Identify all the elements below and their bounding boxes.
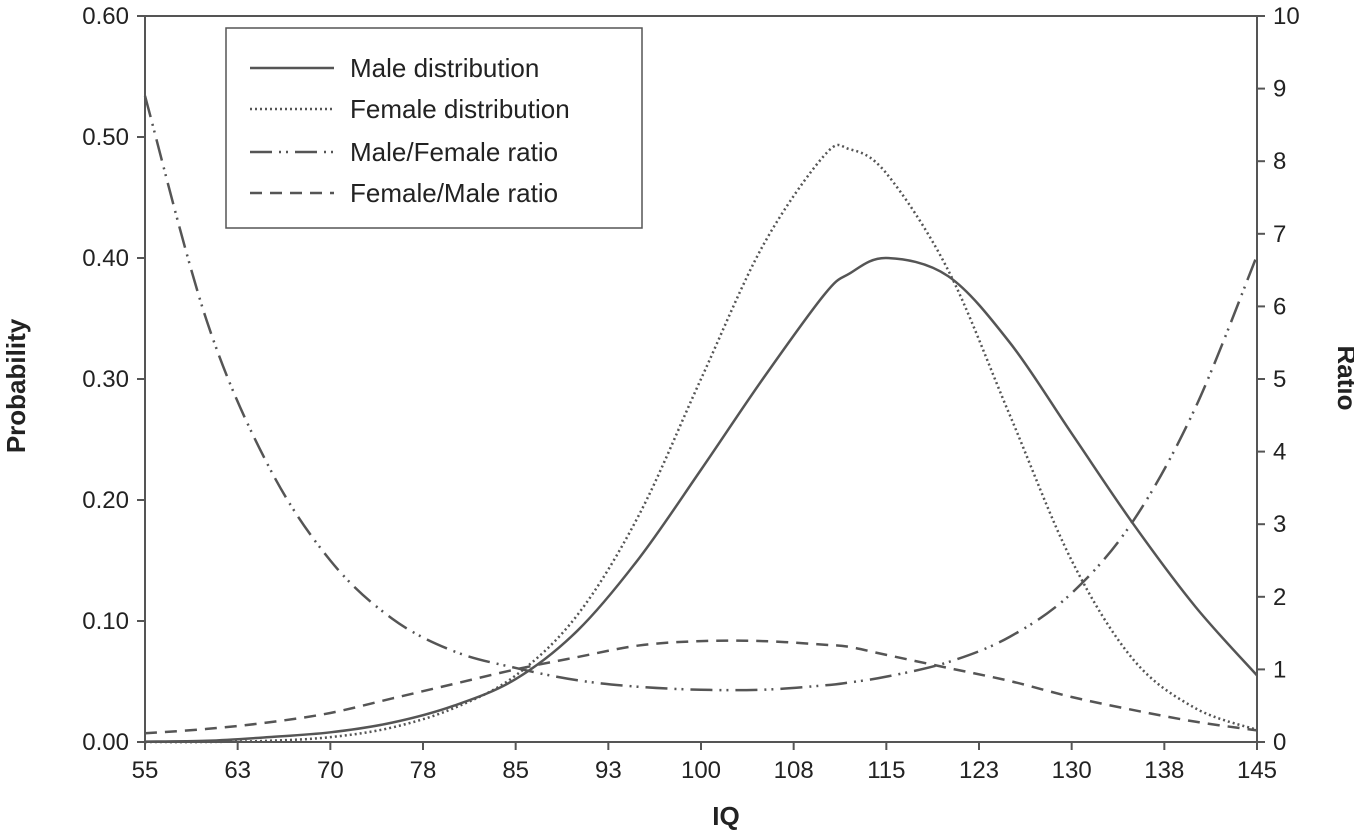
legend: Male distribution Female distribution Ma… — [225, 27, 643, 229]
series-line-male-distribution — [144, 256, 1258, 743]
x-tick-label: 138 — [1144, 757, 1184, 784]
y-right-tick-label: 0 — [1273, 729, 1286, 756]
y-left-tick-label: 0.30 — [82, 366, 129, 393]
x-axis-title: IQ — [712, 801, 739, 830]
y-left-tick-label: 0.50 — [82, 124, 129, 151]
legend-item: Male distribution — [250, 53, 539, 83]
y-right-tick-label: 2 — [1273, 584, 1286, 611]
y-left-tick-label: 0.60 — [82, 3, 129, 30]
y-right-tick-label: 3 — [1273, 511, 1286, 538]
x-tick-label: 145 — [1237, 757, 1277, 784]
plot-frame — [144, 15, 1258, 743]
x-tick-label: 100 — [681, 757, 721, 784]
x-tick-label: 108 — [774, 757, 814, 784]
legend-box — [225, 27, 643, 229]
x-tick-label: 70 — [317, 757, 344, 784]
x-tick-label: 78 — [410, 757, 437, 784]
y-left-tick-label: 0.10 — [82, 608, 129, 635]
y-left-tick-label: 0.00 — [82, 729, 129, 756]
y-axis-right-title: Ratio — [1332, 346, 1354, 411]
y-right-tick-label: 7 — [1273, 221, 1286, 248]
y-right-tick-label: 5 — [1273, 366, 1286, 393]
series-line-female-distribution — [144, 143, 1258, 744]
x-tick-label: 115 — [867, 757, 905, 784]
legend-label: Male distribution — [350, 53, 539, 83]
legend-item: Male/Female ratio — [250, 137, 558, 167]
y-axis-right: 0 1 2 3 4 5 6 7 8 9 10 — [1257, 3, 1300, 756]
series-line-female-male-ratio — [144, 639, 1258, 735]
series-line-male-female-ratio — [143, 95, 1259, 692]
y-axis-left: 0.00 0.10 0.20 0.30 0.40 0.50 0.60 — [82, 3, 145, 756]
y-right-tick-label: 9 — [1273, 76, 1286, 103]
y-right-tick-label: 8 — [1273, 148, 1286, 175]
x-tick-label: 63 — [224, 757, 251, 784]
x-tick-label: 130 — [1052, 757, 1092, 784]
y-right-tick-label: 1 — [1273, 656, 1286, 683]
plot-area — [143, 95, 1259, 744]
legend-label: Female distribution — [350, 94, 570, 124]
legend-item: Female/Male ratio — [250, 178, 558, 208]
legend-label: Female/Male ratio — [350, 178, 558, 208]
x-tick-label: 55 — [132, 757, 159, 784]
x-axis: 55 63 70 78 85 93 100 108 115 123 130 138 145 — [132, 742, 1277, 784]
y-left-tick-label: 0.40 — [82, 245, 129, 272]
x-tick-label: 85 — [502, 757, 529, 784]
y-right-tick-label: 10 — [1273, 3, 1300, 30]
y-right-tick-label: 4 — [1273, 439, 1286, 466]
x-tick-label: 93 — [595, 757, 622, 784]
y-right-tick-label: 6 — [1273, 293, 1286, 320]
legend-label: Male/Female ratio — [350, 137, 558, 167]
x-tick-label: 123 — [959, 757, 999, 784]
y-axis-left-title: Probability — [1, 318, 31, 453]
y-left-tick-label: 0.20 — [82, 487, 129, 514]
legend-item: Female distribution — [250, 94, 570, 124]
